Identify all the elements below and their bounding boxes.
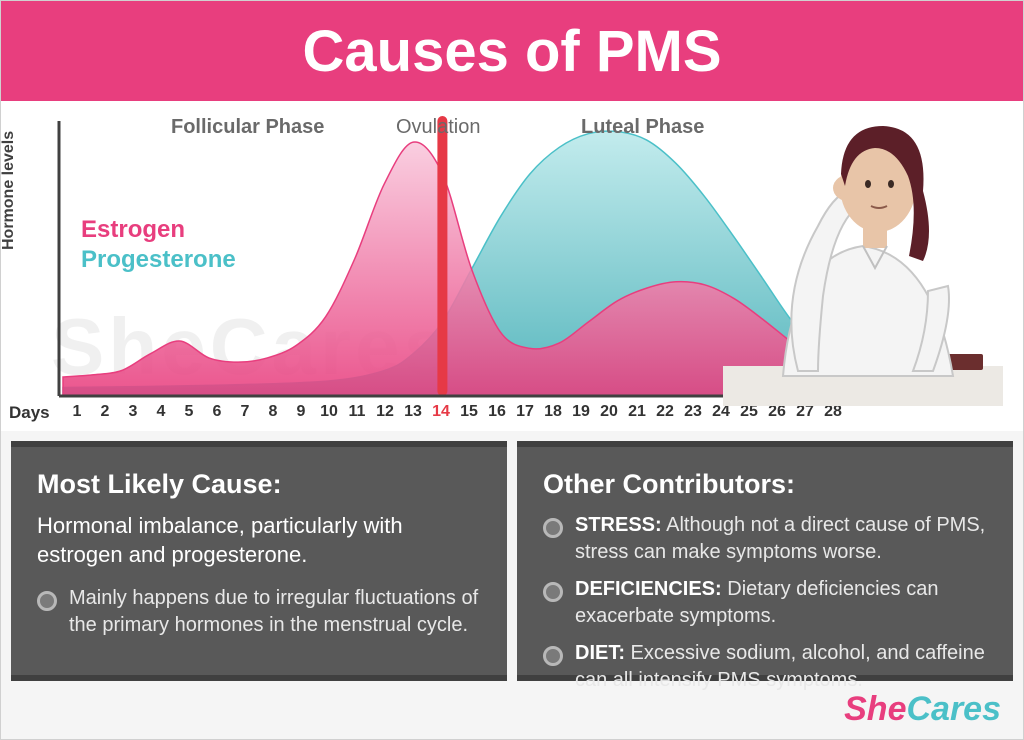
day-tick: 10 xyxy=(315,403,343,421)
phase-follicular-label: Follicular Phase xyxy=(171,116,324,139)
day-tick: 8 xyxy=(259,403,287,421)
day-tick: 14 xyxy=(427,403,455,421)
x-axis-label: Days xyxy=(9,403,50,423)
day-tick: 11 xyxy=(343,403,371,421)
info-row: Most Likely Cause: Hormonal imbalance, p… xyxy=(1,431,1023,691)
y-axis-label: Hormone levels xyxy=(0,131,18,250)
day-tick: 17 xyxy=(511,403,539,421)
logo-she: She xyxy=(844,690,906,728)
day-tick: 13 xyxy=(399,403,427,421)
day-tick: 12 xyxy=(371,403,399,421)
woman-illustration xyxy=(723,96,1003,406)
day-tick: 15 xyxy=(455,403,483,421)
legend-progesterone: Progesterone xyxy=(81,246,236,274)
bullet-item: Mainly happens due to irregular fluctuat… xyxy=(37,585,481,639)
bullet-item: DIET: Excessive sodium, alcohol, and caf… xyxy=(543,640,987,694)
most-likely-cause-box: Most Likely Cause: Hormonal imbalance, p… xyxy=(11,441,507,681)
day-tick: 21 xyxy=(623,403,651,421)
day-tick: 20 xyxy=(595,403,623,421)
day-tick: 7 xyxy=(231,403,259,421)
logo-cares: Cares xyxy=(906,690,1001,728)
day-tick: 18 xyxy=(539,403,567,421)
legend-estrogen: Estrogen xyxy=(81,216,185,244)
hormone-chart: SheCares Hormone levels Follicular Phase… xyxy=(1,101,1023,431)
day-tick: 23 xyxy=(679,403,707,421)
ovulation-marker xyxy=(437,116,447,396)
box-lead-text: Hormonal imbalance, particularly with es… xyxy=(37,512,481,569)
day-tick: 19 xyxy=(567,403,595,421)
day-tick: 22 xyxy=(651,403,679,421)
day-tick: 4 xyxy=(147,403,175,421)
bullet-item: DEFICIENCIES: Dietary deficiencies can e… xyxy=(543,576,987,630)
bullet-item: STRESS: Although not a direct cause of P… xyxy=(543,512,987,566)
day-tick: 16 xyxy=(483,403,511,421)
day-tick: 2 xyxy=(91,403,119,421)
other-contributors-box: Other Contributors: STRESS: Although not… xyxy=(517,441,1013,681)
box-heading: Other Contributors: xyxy=(543,469,987,500)
header-banner: Causes of PMS xyxy=(1,1,1023,101)
day-tick: 5 xyxy=(175,403,203,421)
infographic-container: Causes of PMS SheCares Hormone levels Fo… xyxy=(0,0,1024,740)
phase-ovulation-label: Ovulation xyxy=(396,116,481,139)
day-tick: 1 xyxy=(63,403,91,421)
day-tick: 9 xyxy=(287,403,315,421)
phase-luteal-label: Luteal Phase xyxy=(581,116,704,139)
box-heading: Most Likely Cause: xyxy=(37,469,481,500)
page-title: Causes of PMS xyxy=(303,18,722,85)
day-tick: 3 xyxy=(119,403,147,421)
shecares-logo: SheCares xyxy=(844,690,1001,729)
day-tick: 6 xyxy=(203,403,231,421)
